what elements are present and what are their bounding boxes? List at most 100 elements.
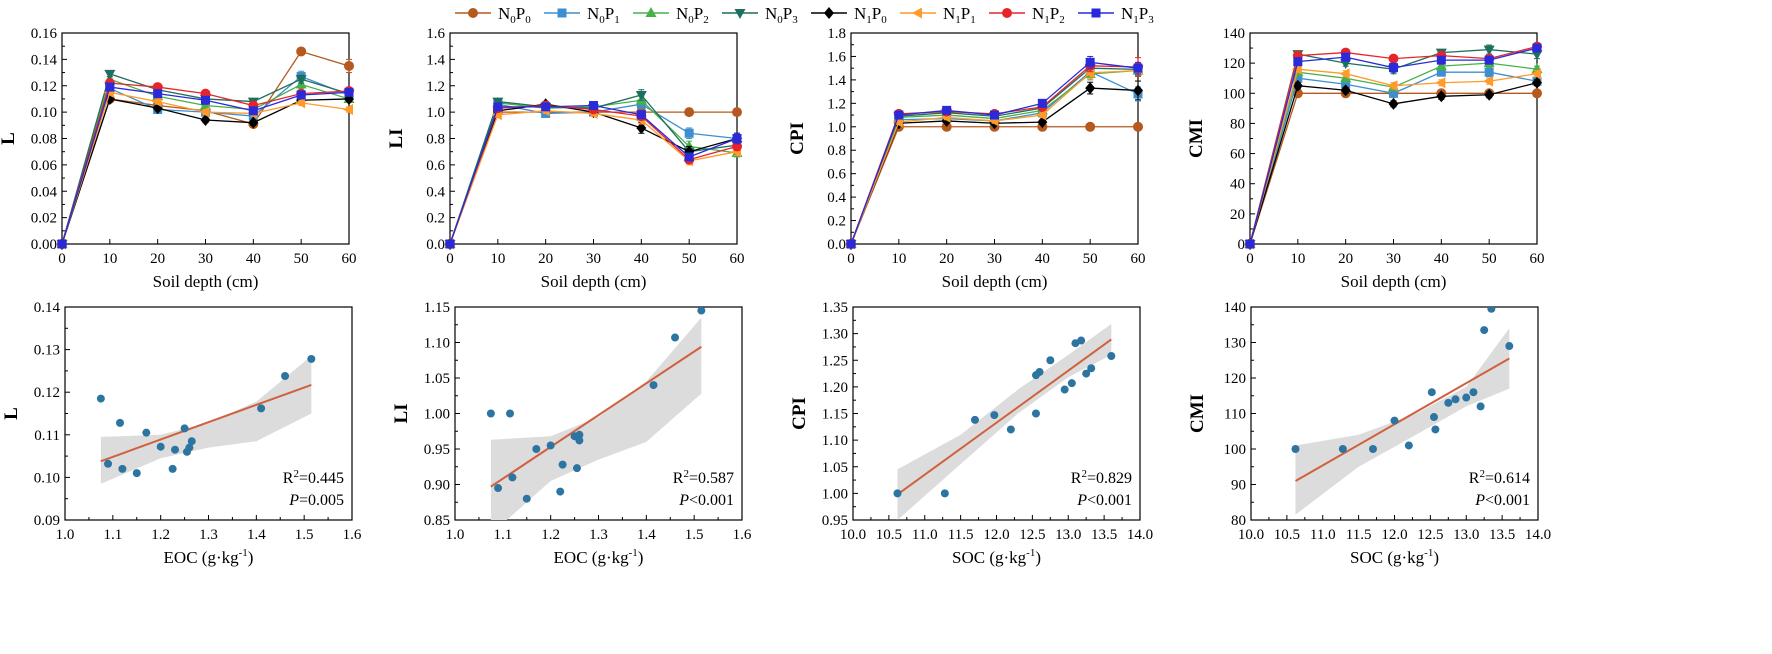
legend-label: N1P3 (1121, 4, 1154, 26)
data-point (201, 95, 210, 105)
y-tick-label: 0.08 (31, 132, 57, 148)
data-point (151, 96, 162, 108)
legend-label-n: N (1121, 4, 1133, 23)
legend-label-n-sub: 0 (777, 14, 783, 26)
scatter-point (142, 428, 151, 437)
x-tick-label: 1.0 (446, 527, 465, 543)
data-point (1292, 79, 1303, 92)
y-axis-label: L (1, 407, 22, 420)
x-tick-label: 20 (1338, 251, 1353, 267)
x-tick-label: 0 (58, 251, 66, 267)
data-point (445, 239, 455, 249)
scatter-point (671, 333, 680, 342)
x-axis-label-sup: -1 (1026, 547, 1035, 559)
scatter-point (1107, 351, 1116, 360)
x-tick-label: 10.5 (1274, 527, 1300, 543)
y-tick-label: 1.05 (822, 460, 848, 476)
series-n1p3 (1245, 43, 1542, 249)
series-line (850, 65, 1139, 245)
series-n0p3 (1244, 44, 1543, 250)
legend-label: N0P2 (676, 4, 709, 26)
data-point (589, 101, 598, 111)
confidence-band (100, 355, 312, 484)
x-tick-label: 20 (538, 251, 553, 267)
x-tick-label: 30 (987, 251, 1002, 267)
legend-item-n1p2: N1P2 (989, 4, 1065, 26)
scatter-point (1060, 385, 1069, 394)
legend-label-n: N (943, 4, 955, 23)
x-axis-label-main: SOC (g·kg (1350, 548, 1425, 567)
scatter-point (132, 469, 141, 478)
y-tick-label: 0.6 (827, 167, 846, 183)
r-squared-sup: 2 (293, 468, 299, 480)
x-tick-label: 30 (1386, 251, 1401, 267)
data-point (1133, 63, 1143, 73)
data-point (684, 128, 694, 138)
legend: N0P0 N0P1 N0P2 N0P3 N1P0 N1P1 N1P2 N1P3 (455, 4, 1154, 26)
x-axis-label-main: EOC (g·kg (554, 548, 630, 567)
y-tick-label: 0.02 (31, 211, 57, 227)
scatter-point (156, 442, 165, 451)
scatter-point (118, 464, 127, 473)
y-tick-label: 120 (1223, 56, 1246, 72)
x-tick-label: 14.0 (1525, 527, 1551, 543)
r-squared-r: R (1469, 470, 1480, 487)
legend-item-n0p3: N0P3 (722, 4, 798, 26)
p-value-value: <0.001 (1087, 492, 1132, 509)
data-point (57, 239, 67, 249)
data-point (1339, 68, 1350, 80)
y-tick-label: 0.0 (827, 237, 846, 253)
y-tick-label: 0.85 (424, 513, 450, 529)
data-point (1484, 88, 1495, 101)
scatter-point (508, 473, 517, 482)
legend-label: N1P2 (1032, 4, 1065, 26)
x-axis-label: Soil depth (cm) (541, 272, 647, 291)
scatter-point (1031, 409, 1040, 418)
x-axis-label-tail: ) (248, 548, 254, 567)
x-axis-label-tail: ) (638, 548, 644, 567)
y-tick-label: 0.95 (822, 513, 848, 529)
y-tick-label: 60 (1230, 147, 1245, 163)
x-tick-label: 13.5 (1489, 527, 1515, 543)
legend-label-p: P (872, 4, 881, 23)
y-tick-label: 0.6 (426, 158, 445, 174)
scatter-point (1469, 388, 1478, 397)
data-point (1389, 88, 1398, 98)
data-point (1484, 55, 1494, 65)
legend-item-n0p1: N0P1 (544, 4, 620, 26)
data-point (541, 102, 551, 112)
data-point (1085, 57, 1095, 67)
confidence-band (897, 324, 1112, 520)
data-point (1388, 53, 1399, 64)
y-tick-label: 0.10 (34, 470, 60, 486)
x-tick-label: 0 (1246, 251, 1254, 267)
legend-label-n-sub: 1 (955, 14, 961, 26)
r-squared-r: R (673, 470, 684, 487)
y-tick-label: 1.0 (426, 105, 445, 121)
legend-label-n: N (498, 4, 510, 23)
x-axis-label: Soil depth (cm) (1341, 272, 1447, 291)
legend-label-n: N (676, 4, 688, 23)
y-tick-label: 140 (1223, 26, 1246, 42)
r-squared-value: =0.614 (1485, 470, 1530, 487)
series-n1p3 (57, 82, 354, 249)
data-point (1531, 68, 1541, 80)
data-point (1340, 72, 1352, 83)
data-point (635, 90, 647, 101)
y-tick-label: 0.95 (424, 442, 450, 458)
legend-label-p: P (961, 4, 970, 23)
x-tick-label: 30 (198, 251, 213, 267)
y-tick-label: 0.16 (31, 26, 58, 42)
x-tick-label: 1.5 (685, 527, 704, 543)
y-tick-label: 0.12 (31, 79, 57, 95)
y-tick-label: 0.8 (426, 132, 445, 148)
scatter-chart-li: 1.0 1.1 1.2 1.3 1.4 1.5 1.6 0.85 0.90 0.95 1.00 1.0… (391, 300, 752, 567)
y-tick-label: 0.13 (34, 343, 60, 359)
legend-label-p: P (694, 4, 703, 23)
p-value-label: P<0.001 (678, 492, 734, 509)
y-tick-label: 90 (1231, 478, 1246, 494)
legend-label-n-sub: 1 (1133, 14, 1139, 26)
scatter-point (893, 489, 902, 498)
scatter-point (116, 418, 125, 427)
legend-marker (734, 9, 746, 19)
